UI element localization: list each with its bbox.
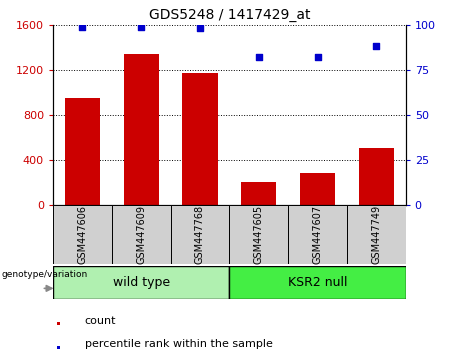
Bar xyxy=(241,182,277,205)
Point xyxy=(137,24,145,29)
Text: KSR2 null: KSR2 null xyxy=(288,276,347,289)
Bar xyxy=(53,266,230,299)
Bar xyxy=(300,173,335,205)
Text: GSM447609: GSM447609 xyxy=(136,205,146,264)
Point xyxy=(314,55,321,60)
Bar xyxy=(229,266,406,299)
Text: GSM447606: GSM447606 xyxy=(77,205,88,264)
Bar xyxy=(288,205,347,264)
Bar xyxy=(124,54,159,205)
Text: GSM447749: GSM447749 xyxy=(371,205,381,264)
Text: GSM447605: GSM447605 xyxy=(254,205,264,264)
Point xyxy=(372,44,380,49)
Bar xyxy=(65,98,100,205)
Bar xyxy=(359,148,394,205)
Text: genotype/variation: genotype/variation xyxy=(1,270,88,279)
Bar xyxy=(57,346,60,349)
Bar xyxy=(57,322,60,325)
Text: GSM447607: GSM447607 xyxy=(313,205,323,264)
Text: GSM447768: GSM447768 xyxy=(195,205,205,264)
Point xyxy=(255,55,262,60)
Bar xyxy=(347,205,406,264)
Bar xyxy=(183,73,218,205)
Title: GDS5248 / 1417429_at: GDS5248 / 1417429_at xyxy=(148,8,310,22)
Point xyxy=(196,25,204,31)
Bar xyxy=(229,205,288,264)
Bar xyxy=(112,205,171,264)
Bar xyxy=(53,205,112,264)
Point xyxy=(79,24,86,29)
Bar xyxy=(171,205,230,264)
Text: count: count xyxy=(85,316,116,326)
Text: wild type: wild type xyxy=(112,276,170,289)
Text: percentile rank within the sample: percentile rank within the sample xyxy=(85,339,272,349)
